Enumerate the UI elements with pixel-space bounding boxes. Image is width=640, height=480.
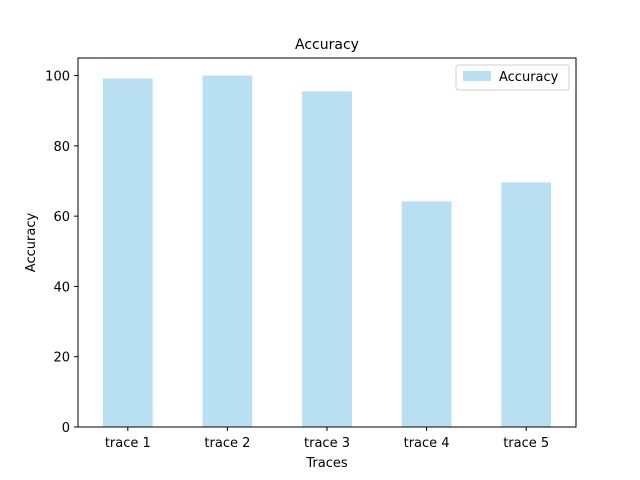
bars-group bbox=[102, 75, 552, 428]
bar-trace-2 bbox=[202, 75, 253, 428]
bar-trace-3 bbox=[302, 91, 352, 427]
x-tick-label: trace 2 bbox=[204, 436, 250, 451]
y-tick-label: 60 bbox=[53, 210, 70, 225]
x-tick-label: trace 4 bbox=[404, 436, 450, 451]
x-tick-label: trace 5 bbox=[503, 436, 549, 451]
bar-trace-4 bbox=[401, 201, 452, 427]
y-axis-ticks: 0 20 40 60 80 100 bbox=[45, 70, 78, 436]
y-axis-label: Accuracy bbox=[24, 213, 39, 273]
x-axis-ticks: trace 1 trace 2 trace 3 trace 4 trace 5 bbox=[105, 427, 549, 451]
legend: Accuracy bbox=[455, 64, 570, 91]
bar-trace-5 bbox=[501, 182, 552, 427]
y-tick-label: 40 bbox=[53, 280, 70, 295]
x-tick-label: trace 3 bbox=[304, 436, 350, 451]
chart-title: Accuracy bbox=[295, 37, 359, 53]
bar-trace-1 bbox=[102, 78, 153, 427]
legend-label: Accuracy bbox=[499, 70, 559, 85]
plot-frame bbox=[77, 57, 577, 428]
y-tick-label: 0 bbox=[62, 421, 70, 436]
legend-swatch bbox=[463, 71, 491, 81]
x-axis-label: Traces bbox=[305, 456, 347, 471]
y-tick-label: 20 bbox=[53, 351, 70, 366]
x-tick-label: trace 1 bbox=[105, 436, 151, 451]
y-tick-label: 100 bbox=[45, 70, 70, 85]
y-tick-label: 80 bbox=[53, 140, 70, 155]
